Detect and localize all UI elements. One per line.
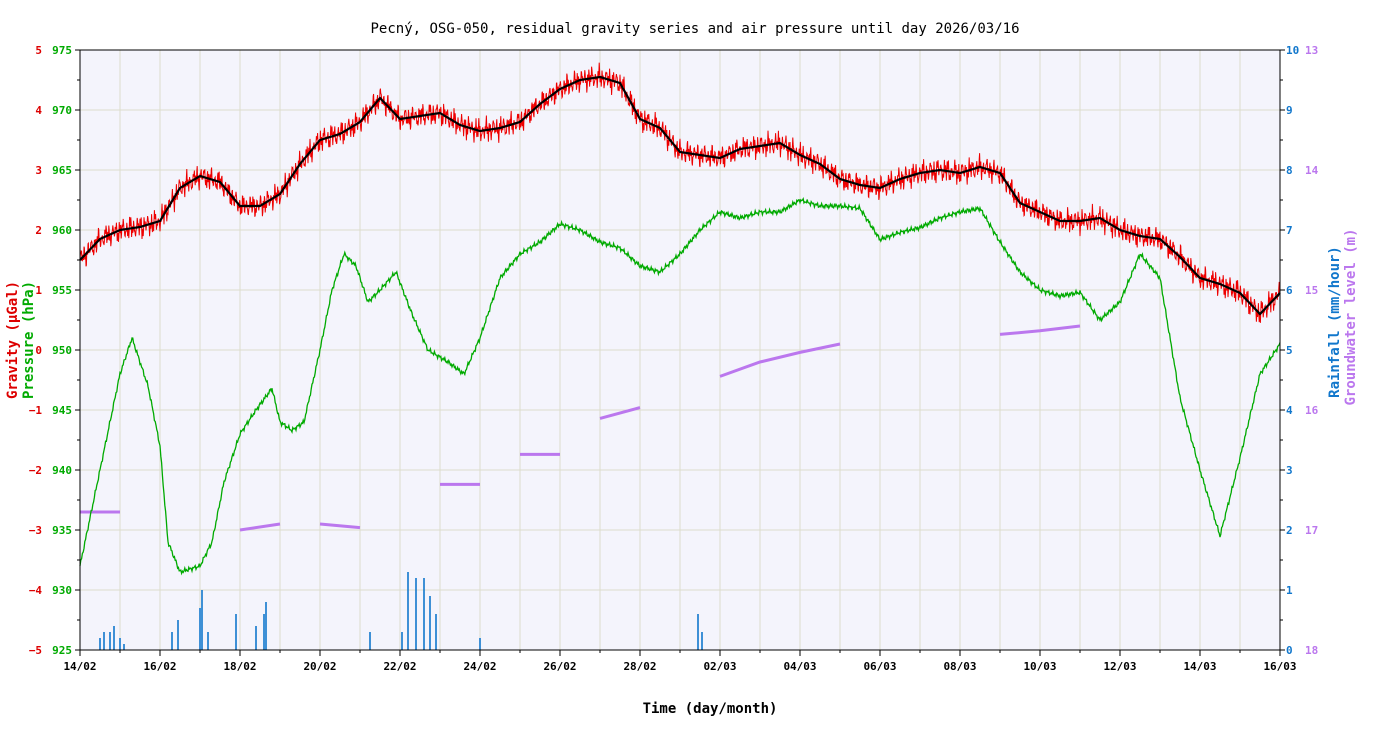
y-tick-label-pressure: 925 bbox=[52, 644, 72, 657]
rainfall-bar bbox=[255, 626, 257, 650]
y-tick-label-gravity: −2 bbox=[29, 464, 42, 477]
x-tick-label: 26/02 bbox=[543, 660, 576, 673]
y-tick-label-rainfall: 9 bbox=[1286, 104, 1293, 117]
axis-tick-labels: 14/02 16/02 18/02 20/02 22/02 24/02 26/02 28/02… bbox=[29, 44, 1319, 673]
x-tick-label: 18/02 bbox=[223, 660, 256, 673]
y-axis-label-groundwater: Groundwater level (m) bbox=[1343, 228, 1359, 405]
rainfall-bar bbox=[435, 614, 437, 650]
x-tick-label: 10/03 bbox=[1023, 660, 1056, 673]
rainfall-bar bbox=[235, 614, 237, 650]
rainfall-bar bbox=[701, 632, 703, 650]
x-tick-label: 24/02 bbox=[463, 660, 496, 673]
x-tick-label: 14/03 bbox=[1183, 660, 1216, 673]
groundwater-segment bbox=[599, 406, 641, 420]
y-tick-label-gravity: 3 bbox=[35, 164, 42, 177]
y-tick-label-groundwater: 18 bbox=[1305, 644, 1318, 657]
x-tick-label: 20/02 bbox=[303, 660, 336, 673]
x-tick-label: 08/03 bbox=[943, 660, 976, 673]
y-tick-label-rainfall: 2 bbox=[1286, 524, 1293, 537]
y-tick-label-rainfall: 7 bbox=[1286, 224, 1293, 237]
y-tick-label-groundwater: 13 bbox=[1305, 44, 1318, 57]
y-tick-label-pressure: 950 bbox=[52, 344, 72, 357]
y-tick-label-rainfall: 3 bbox=[1286, 464, 1293, 477]
rainfall-bar bbox=[99, 638, 101, 650]
y-tick-label-gravity: −1 bbox=[29, 404, 43, 417]
y-tick-label-groundwater: 16 bbox=[1305, 404, 1319, 417]
rainfall-bar bbox=[109, 632, 111, 650]
y-tick-label-gravity: −3 bbox=[29, 524, 42, 537]
rainfall-bar bbox=[407, 572, 409, 650]
pressure-series-line bbox=[79, 196, 1281, 576]
rainfall-bar bbox=[113, 626, 115, 650]
rainfall-bar bbox=[265, 602, 267, 650]
rainfall-bar bbox=[123, 644, 125, 650]
y-tick-label-rainfall: 1 bbox=[1286, 584, 1293, 597]
y-tick-label-pressure: 935 bbox=[52, 524, 72, 537]
gravity-raw-series-line bbox=[79, 62, 1281, 323]
rainfall-bar bbox=[207, 632, 209, 650]
y-tick-label-rainfall: 0 bbox=[1286, 644, 1293, 657]
rainfall-bars bbox=[99, 572, 703, 650]
rainfall-bar bbox=[177, 620, 179, 650]
y-tick-label-groundwater: 17 bbox=[1305, 524, 1318, 537]
y-tick-label-pressure: 975 bbox=[52, 44, 72, 57]
rainfall-bar bbox=[201, 590, 203, 650]
y-axis-label-gravity: Gravity (µGal) bbox=[5, 281, 21, 399]
x-tick-label: 02/03 bbox=[703, 660, 736, 673]
y-tick-label-pressure: 930 bbox=[52, 584, 72, 597]
gravity-smoothed-series-line bbox=[79, 75, 1281, 316]
y-tick-label-rainfall: 10 bbox=[1286, 44, 1299, 57]
y-tick-label-gravity: 1 bbox=[35, 284, 42, 297]
rainfall-bar bbox=[171, 632, 173, 650]
x-tick-label: 16/02 bbox=[143, 660, 176, 673]
rainfall-bar bbox=[423, 578, 425, 650]
y-tick-label-pressure: 945 bbox=[52, 404, 72, 417]
rainfall-bar bbox=[415, 578, 417, 650]
rainfall-bar bbox=[263, 614, 265, 650]
rainfall-bar bbox=[369, 632, 371, 650]
x-axis-label: Time (day/month) bbox=[643, 701, 778, 717]
y-tick-label-pressure: 955 bbox=[52, 284, 72, 297]
groundwater-segment bbox=[999, 324, 1081, 336]
groundwater-segment bbox=[239, 522, 281, 532]
x-tick-label: 12/03 bbox=[1103, 660, 1136, 673]
x-tick-label: 16/03 bbox=[1263, 660, 1296, 673]
y-tick-label-gravity: 0 bbox=[35, 344, 42, 357]
y-tick-label-pressure: 940 bbox=[52, 464, 72, 477]
y-tick-label-groundwater: 15 bbox=[1305, 284, 1318, 297]
y-tick-label-rainfall: 4 bbox=[1286, 404, 1293, 417]
rainfall-bar bbox=[697, 614, 699, 650]
x-tick-label: 04/03 bbox=[783, 660, 816, 673]
y-axis-label-rainfall: Rainfall (mm/hour) bbox=[1327, 246, 1343, 398]
y-tick-label-gravity: 4 bbox=[35, 104, 42, 117]
y-tick-label-rainfall: 5 bbox=[1286, 344, 1293, 357]
rainfall-bar bbox=[103, 632, 105, 650]
y-tick-label-pressure: 965 bbox=[52, 164, 72, 177]
groundwater-segment bbox=[719, 342, 841, 378]
y-tick-label-rainfall: 6 bbox=[1286, 284, 1293, 297]
groundwater-segment bbox=[319, 522, 361, 530]
axis-ticks bbox=[75, 49, 1285, 656]
x-tick-label: 22/02 bbox=[383, 660, 416, 673]
rainfall-bar bbox=[401, 632, 403, 650]
x-tick-label: 28/02 bbox=[623, 660, 656, 673]
x-tick-label: 06/03 bbox=[863, 660, 896, 673]
y-tick-label-gravity: −4 bbox=[29, 584, 43, 597]
rainfall-bar bbox=[429, 596, 431, 650]
rainfall-bar bbox=[199, 608, 201, 650]
chart-title: Pecný, OSG-050, residual gravity series … bbox=[370, 21, 1019, 37]
y-tick-label-gravity: 2 bbox=[35, 224, 42, 237]
y-axis-label-pressure: Pressure (hPa) bbox=[21, 281, 37, 399]
y-tick-label-gravity: −5 bbox=[29, 644, 42, 657]
rainfall-bar bbox=[119, 638, 121, 650]
rainfall-bar bbox=[479, 638, 481, 650]
groundwater-segments bbox=[80, 324, 1081, 532]
y-tick-label-pressure: 960 bbox=[52, 224, 72, 237]
y-tick-label-groundwater: 14 bbox=[1305, 164, 1319, 177]
y-tick-label-gravity: 5 bbox=[35, 44, 42, 57]
x-tick-label: 14/02 bbox=[63, 660, 96, 673]
y-tick-label-rainfall: 8 bbox=[1286, 164, 1293, 177]
y-tick-label-pressure: 970 bbox=[52, 104, 72, 117]
